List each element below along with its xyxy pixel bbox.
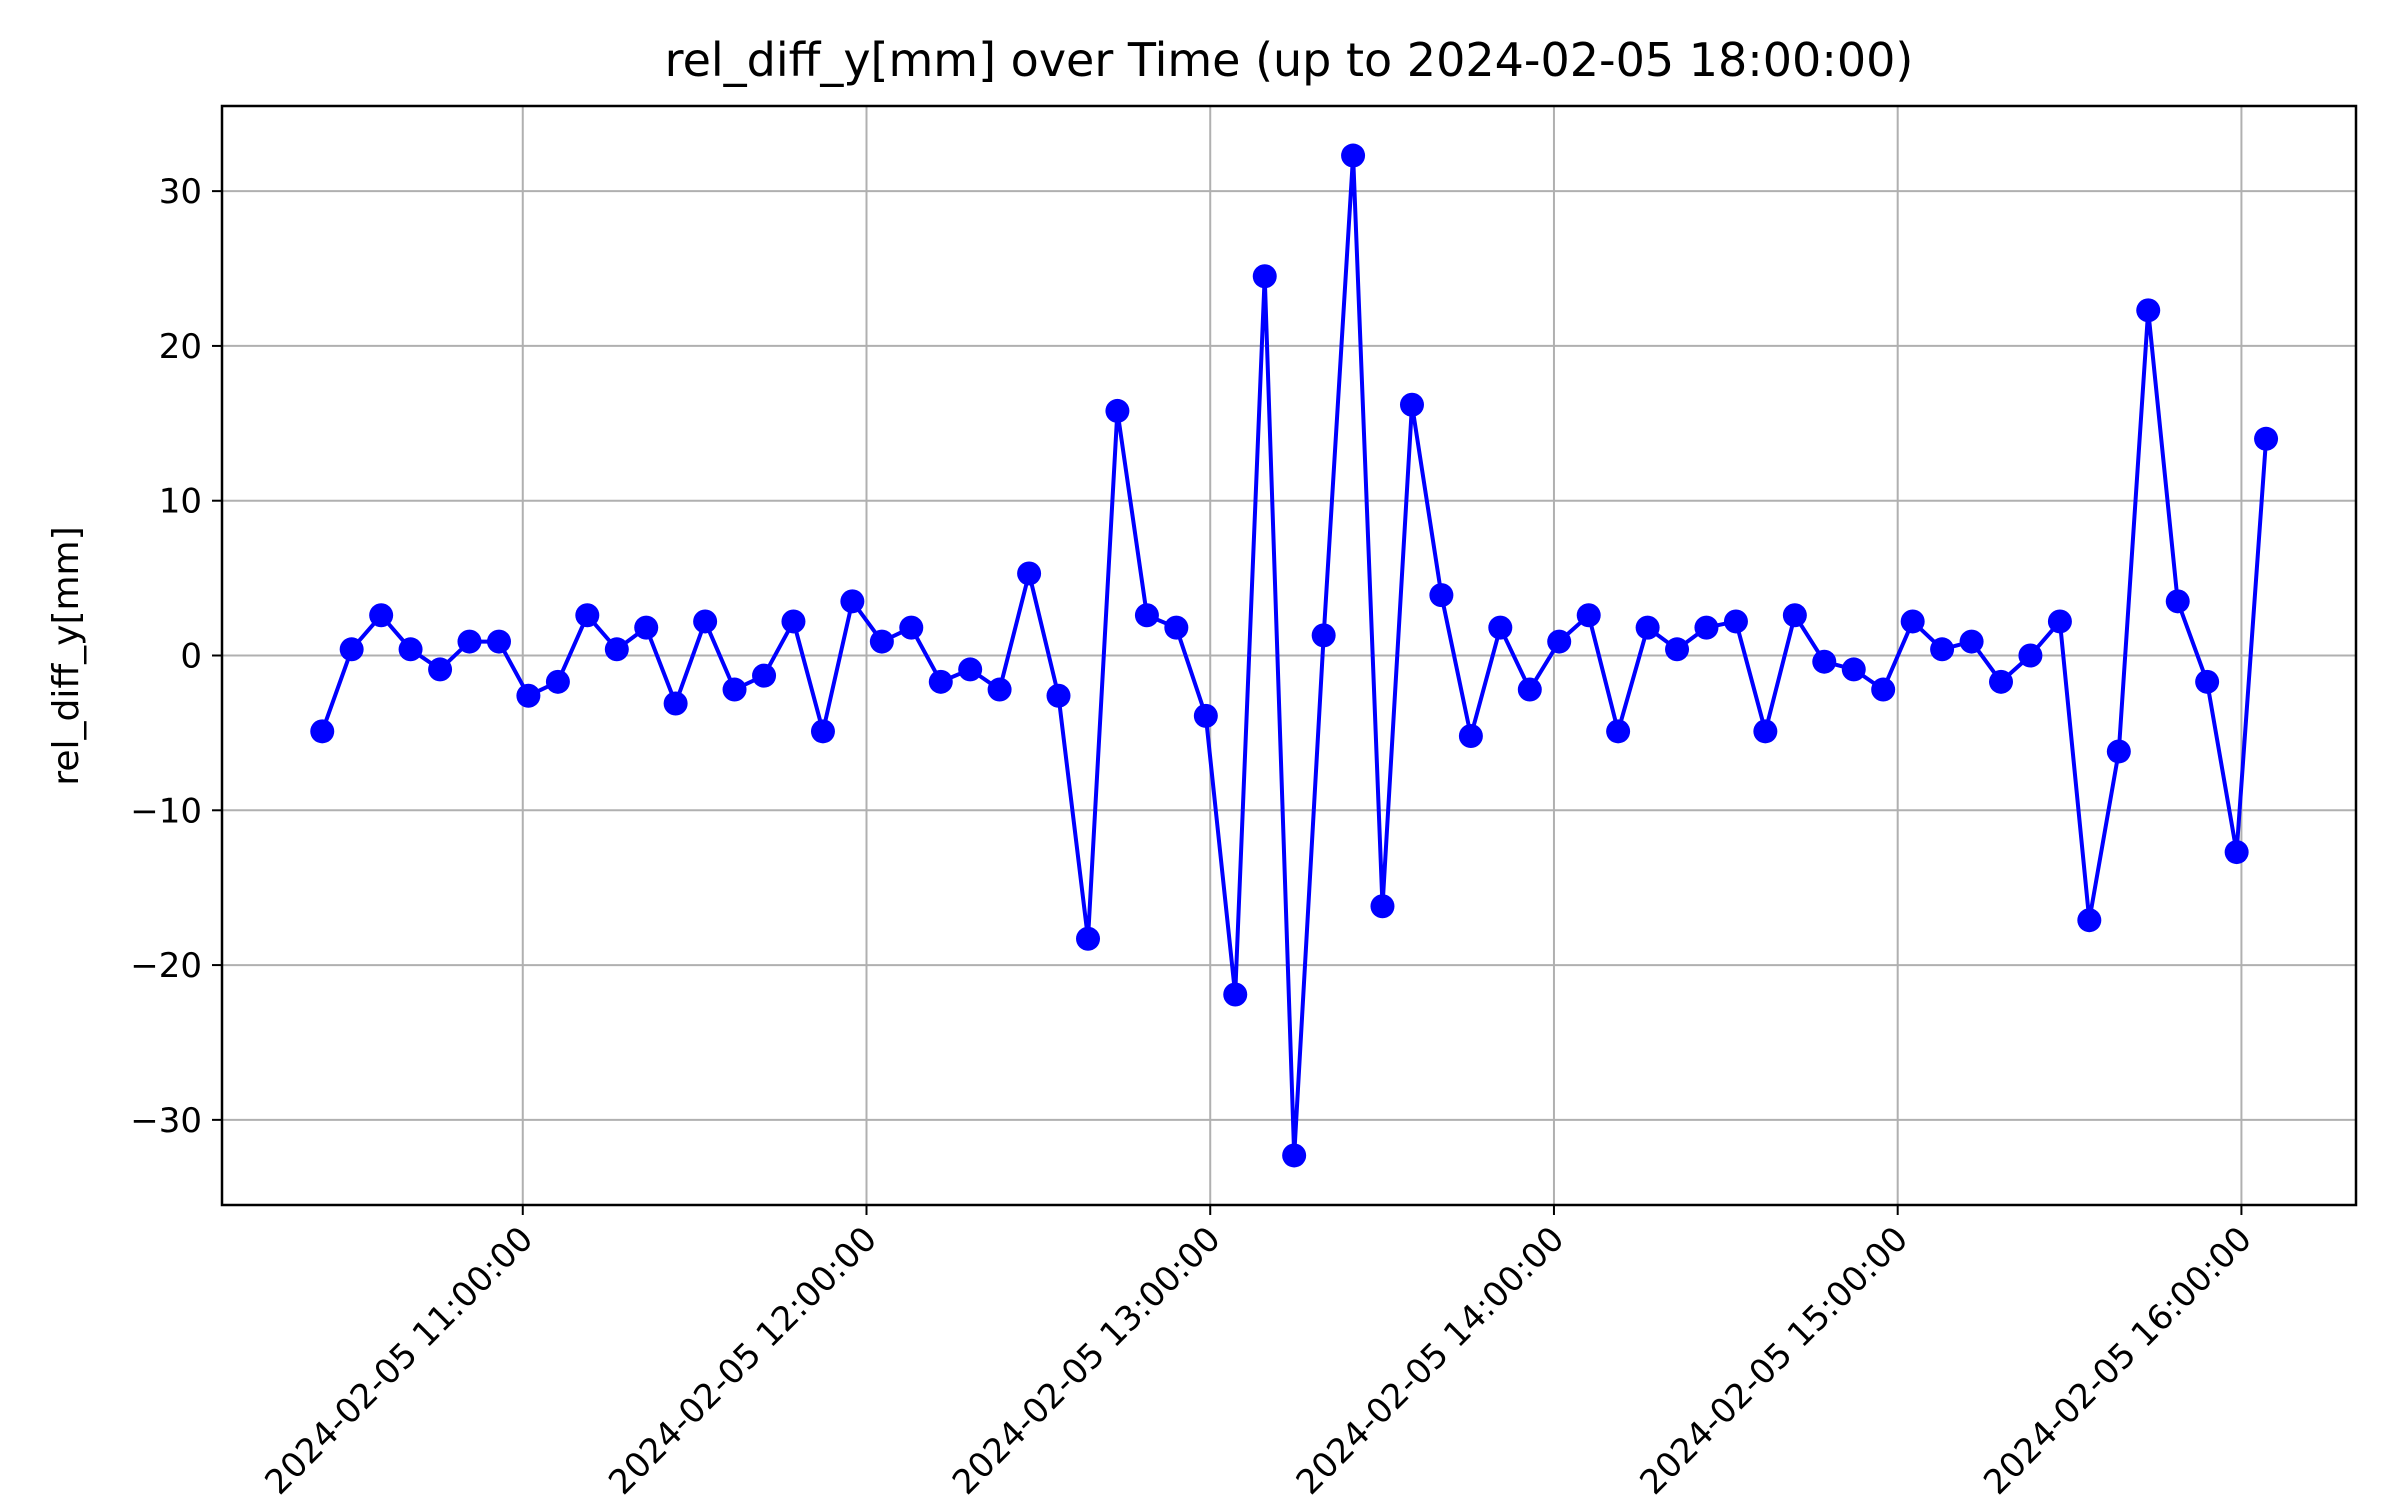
data-point	[2195, 669, 2220, 694]
data-point	[1311, 623, 1336, 648]
data-point	[663, 691, 688, 716]
x-tick-label: 2024-02-05 12:00:00	[601, 1219, 885, 1500]
data-point	[634, 615, 659, 640]
data-point	[457, 629, 482, 654]
data-point	[693, 609, 718, 634]
data-point	[869, 629, 894, 654]
data-point	[2165, 589, 2190, 614]
data-point	[1871, 677, 1896, 702]
x-grid	[521, 106, 2243, 1205]
data-point	[752, 663, 777, 688]
data-point	[1665, 637, 1690, 662]
data-point	[1399, 392, 1424, 417]
data-point	[1753, 719, 1778, 744]
data-point	[781, 609, 806, 634]
chart-title: rel_diff_y[mm] over Time (up to 2024-02-…	[665, 33, 1914, 87]
data-point	[1193, 703, 1218, 728]
data-point	[1841, 657, 1866, 682]
data-point	[1517, 677, 1542, 702]
x-tick-label: 2024-02-05 14:00:00	[1289, 1219, 1573, 1500]
data-point	[899, 615, 924, 640]
data-point	[840, 589, 865, 614]
data-point	[1576, 603, 1601, 628]
data-point	[2106, 739, 2131, 764]
data-point	[1635, 615, 1660, 640]
data-point	[310, 719, 335, 744]
data-point	[1782, 603, 1807, 628]
y-tick-label: 10	[159, 482, 202, 522]
data-point	[339, 637, 364, 662]
data-point	[2047, 609, 2072, 634]
data-point	[369, 603, 394, 628]
data-point	[987, 677, 1012, 702]
data-point	[1429, 583, 1454, 608]
y-tick-label: 20	[159, 327, 202, 367]
x-tick-label: 2024-02-05 15:00:00	[1632, 1219, 1916, 1500]
y-axis-label: rel_diff_y[mm]	[46, 526, 87, 785]
data-point	[486, 629, 511, 654]
data-point	[1547, 629, 1572, 654]
data-point	[1959, 629, 1984, 654]
data-point	[1282, 1143, 1307, 1168]
data-point	[2254, 426, 2279, 451]
data-point	[1134, 603, 1159, 628]
data-point	[958, 657, 983, 682]
data-point	[810, 719, 835, 744]
data-point	[398, 637, 423, 662]
y-tick-label: −10	[130, 791, 202, 831]
data-point	[604, 637, 629, 662]
data-point	[2077, 908, 2102, 933]
series-line-group	[310, 143, 2279, 1168]
data-point	[2018, 643, 2043, 668]
data-point	[1164, 615, 1189, 640]
data-point	[1989, 669, 2014, 694]
y-tick-label: −30	[130, 1101, 202, 1141]
y-ticks: 30 20 10 0 −10 −20 −30	[130, 172, 222, 1141]
x-tick-label: 2024-02-05 16:00:00	[1976, 1219, 2260, 1500]
data-point	[2224, 840, 2249, 865]
data-point	[928, 669, 953, 694]
data-point	[428, 657, 453, 682]
data-point	[1694, 615, 1719, 640]
data-point	[1370, 894, 1395, 919]
data-point	[1252, 264, 1277, 289]
y-tick-label: 0	[180, 637, 202, 677]
data-point	[1812, 649, 1837, 674]
y-tick-label: −20	[130, 946, 202, 986]
data-point	[1223, 982, 1248, 1007]
data-point	[575, 603, 600, 628]
data-point	[1458, 723, 1483, 748]
data-point	[516, 683, 541, 708]
data-point	[545, 669, 570, 694]
data-point	[1105, 398, 1130, 423]
data-point	[1488, 615, 1513, 640]
x-ticks: 2024-02-05 11:00:00 2024-02-05 12:00:00 20…	[258, 1205, 2260, 1500]
data-point	[1723, 609, 1748, 634]
data-point	[1076, 926, 1101, 951]
data-point	[1930, 637, 1955, 662]
data-point	[1900, 609, 1925, 634]
y-tick-label: 30	[159, 172, 202, 212]
data-point	[2136, 298, 2161, 323]
x-tick-label: 2024-02-05 11:00:00	[258, 1219, 542, 1500]
data-point	[722, 677, 747, 702]
data-point	[1606, 719, 1631, 744]
data-point	[1341, 143, 1366, 168]
data-point	[1046, 683, 1071, 708]
x-tick-label: 2024-02-05 13:00:00	[945, 1219, 1229, 1500]
data-point	[1017, 561, 1042, 586]
